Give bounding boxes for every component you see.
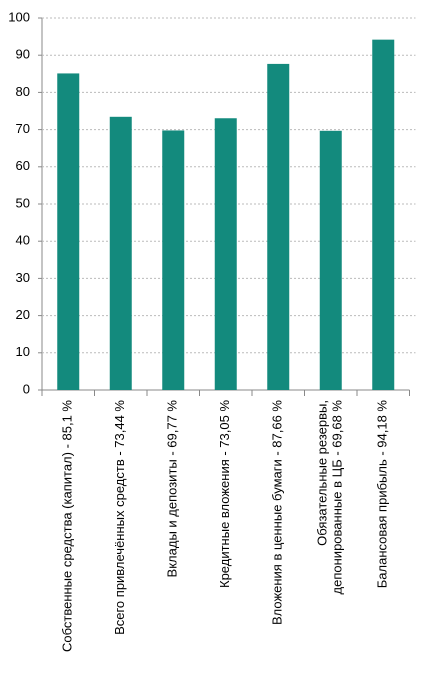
bar	[57, 73, 80, 390]
y-tick-label: 50	[16, 195, 30, 210]
y-tick-label: 10	[16, 344, 30, 359]
x-tick-label: Балансовая прибыль - 94,18 %	[375, 400, 390, 589]
bar	[109, 116, 132, 391]
x-tick-label: Всего привлечённых средств - 73,44 %	[112, 400, 127, 635]
y-tick-label: 100	[8, 9, 30, 24]
bar	[319, 130, 342, 390]
bar	[162, 130, 185, 390]
x-tick-label: депонированные в ЦБ - 69,68 %	[330, 400, 345, 595]
bar	[372, 39, 395, 391]
y-tick-label: 30	[16, 270, 30, 285]
x-tick-label: Вложения в ценные бумаги - 87,66 %	[270, 400, 285, 625]
x-tick-label: Обязательные резервы,	[315, 400, 330, 546]
x-tick-label: Кредитные вложения - 73,05 %	[217, 400, 232, 588]
y-tick-label: 90	[16, 47, 30, 62]
y-tick-label: 40	[16, 233, 30, 248]
bar	[267, 63, 290, 391]
y-tick-label: 60	[16, 158, 30, 173]
y-tick-label: 0	[23, 381, 30, 396]
y-tick-label: 70	[16, 121, 30, 136]
bar	[214, 118, 237, 390]
x-tick-label: Вклады и депозиты - 69,77 %	[165, 400, 180, 578]
y-tick-label: 20	[16, 307, 30, 322]
y-tick-label: 80	[16, 84, 30, 99]
x-tick-label: Собственные средства (капитал) - 85,1 %	[60, 400, 75, 652]
